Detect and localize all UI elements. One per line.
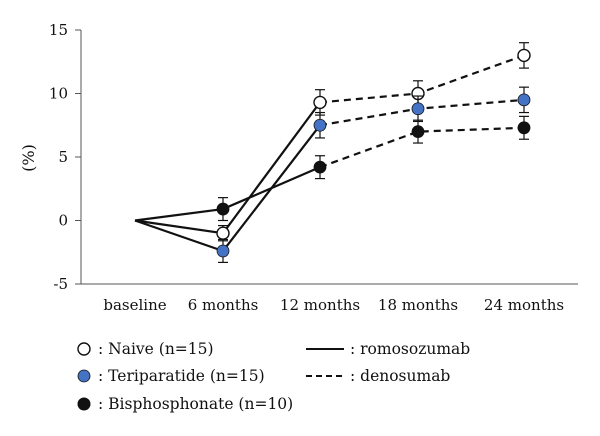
x-tick-label: baseline: [103, 296, 166, 314]
data-point: [216, 244, 230, 258]
x-tick-label: 12 months: [280, 296, 360, 314]
x-tick-label: 6 months: [188, 296, 259, 314]
legend-marker-teriparatide: [77, 369, 91, 383]
data-point: [411, 102, 425, 116]
y-tick-label: 15: [49, 21, 68, 39]
data-point: [517, 121, 531, 135]
y-tick-label: 5: [58, 148, 68, 166]
data-point: [411, 125, 425, 139]
legend-label-denosumab: : denosumab: [350, 367, 450, 385]
legend-marker-naive: [77, 342, 91, 356]
data-point: [313, 95, 327, 110]
x-tick-label: 24 months: [484, 296, 564, 314]
x-tick-label: 18 months: [378, 296, 458, 314]
data-point: [216, 226, 230, 240]
legend-marker-bisphosphonate: [77, 397, 91, 411]
data-point: [216, 202, 230, 216]
y-tick-label: 10: [49, 85, 68, 103]
y-tick-label: -5: [53, 275, 68, 293]
legend-label-bisphosphonate: : Bisphosphonate (n=10): [98, 395, 293, 413]
legend-label-romosozumab: : romosozumab: [350, 340, 470, 358]
data-point: [313, 160, 327, 174]
series-line-dashed-2: [319, 126, 525, 169]
y-axis-label: (%): [19, 144, 38, 172]
legend-label-teriparatide: : Teriparatide (n=15): [98, 367, 265, 385]
legend: : Naive (n=15) : Teriparatide (n=15) : B…: [77, 340, 470, 413]
axes: -5 0 5 10 15 baseline 6 months 12 months 18 mont…: [49, 21, 578, 314]
legend-label-naive: : Naive (n=15): [98, 340, 214, 358]
plot-lines: [134, 54, 525, 253]
data-point: [517, 48, 531, 63]
y-tick-label: 0: [58, 212, 68, 230]
data-point: [313, 118, 327, 132]
plot-marks: [216, 42, 531, 264]
data-point: [517, 93, 531, 107]
